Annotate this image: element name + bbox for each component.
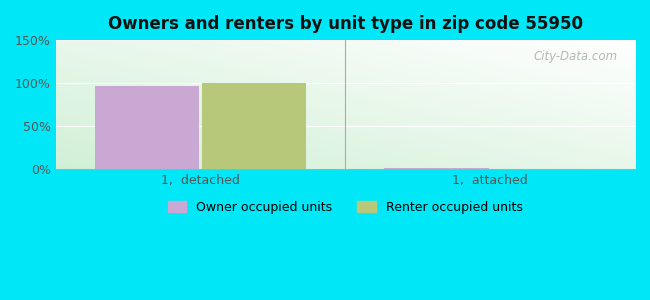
Text: City-Data.com: City-Data.com: [534, 50, 618, 63]
Bar: [384, 168, 489, 169]
Title: Owners and renters by unit type in zip code 55950: Owners and renters by unit type in zip c…: [108, 15, 583, 33]
Bar: [95, 85, 199, 169]
Bar: [202, 83, 306, 169]
Legend: Owner occupied units, Renter occupied units: Owner occupied units, Renter occupied un…: [168, 201, 523, 214]
